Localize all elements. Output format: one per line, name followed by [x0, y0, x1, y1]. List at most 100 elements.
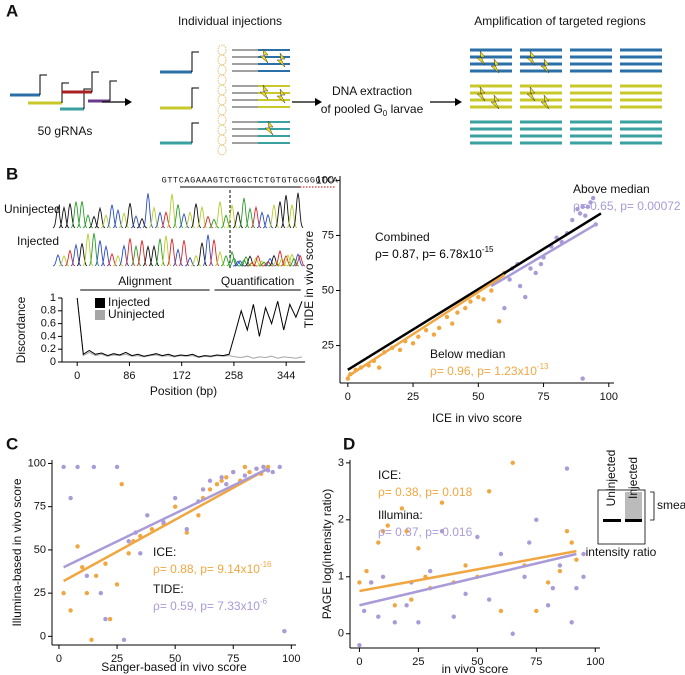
cut-bolt — [526, 50, 536, 66]
series-label: Illumina: — [378, 508, 423, 522]
lane-label: Uninjected — [604, 450, 618, 507]
y-tick-label: 50 — [34, 544, 46, 556]
point — [145, 513, 150, 518]
stat-text: ρ= 0.87, p= 6.78x10 — [375, 247, 482, 261]
x-tick-label: 258 — [225, 370, 243, 382]
larva — [217, 94, 227, 106]
point — [126, 539, 131, 544]
grna-scaffold — [191, 51, 199, 72]
x-tick-label: 25 — [111, 653, 123, 665]
larva — [217, 124, 227, 136]
point — [570, 217, 575, 223]
y-tick-label: 0.6 — [41, 318, 56, 330]
point — [84, 590, 90, 596]
stat-text: ρ= 0.59, p= 7.33x10 — [153, 599, 260, 613]
y-tick-label: 0 — [50, 356, 56, 368]
series-label: Above median — [573, 182, 650, 196]
lane-label: Injected — [626, 457, 640, 499]
y-axis-label: PAGE log(intensity ratio) — [320, 489, 334, 620]
point — [61, 590, 66, 596]
point — [380, 529, 386, 534]
y-tick-label: 75 — [34, 501, 46, 513]
point — [496, 319, 502, 324]
point — [93, 573, 99, 579]
cut-bolt — [259, 48, 269, 64]
point — [61, 464, 66, 470]
point — [486, 597, 492, 602]
point — [489, 288, 494, 293]
chromatogram-peak — [136, 217, 148, 229]
point — [103, 561, 108, 566]
x-tick-label: 0 — [74, 370, 80, 382]
extraction-sub: 0 — [383, 109, 388, 118]
chromatogram-peak — [148, 244, 160, 267]
point — [207, 478, 213, 483]
larva — [217, 54, 227, 66]
point — [184, 526, 189, 532]
x-tick-label: 100 — [586, 656, 604, 668]
y-axis-label: TIDE in vivo score — [302, 230, 316, 328]
fit-line — [359, 549, 577, 593]
sequence: GTTCAGAAAGTCTGGCTCTGTGTGCGGGTCA — [162, 175, 339, 185]
point — [583, 213, 588, 218]
chromatogram-peak — [292, 253, 304, 267]
chromatogram-peak — [82, 233, 94, 267]
cut-bolt — [526, 86, 536, 102]
chromatogram-peak — [208, 218, 220, 229]
x-tick-label: 0 — [356, 656, 362, 668]
point — [404, 529, 409, 534]
gel-inset: Uninjected Injected smear intensity rati… — [586, 450, 685, 560]
chromatogram-peak — [274, 201, 286, 229]
y-axis-label: Illumina-based in vivo score — [10, 478, 24, 626]
point — [574, 557, 579, 562]
point — [89, 637, 94, 643]
fit-line — [347, 274, 506, 378]
point — [161, 520, 166, 525]
point — [534, 517, 539, 523]
point — [242, 464, 248, 470]
stat-text: ρ= 0.65, p= 0.00072 — [573, 199, 681, 213]
point — [450, 321, 455, 326]
point — [392, 603, 398, 608]
point — [114, 582, 120, 587]
point — [399, 506, 405, 511]
point — [557, 563, 563, 568]
region-label: Alignment — [118, 274, 172, 288]
point — [475, 534, 480, 540]
arrow-head — [315, 98, 322, 106]
grna-scaffold — [191, 122, 199, 143]
legend-label: Injected — [108, 295, 150, 309]
point — [451, 614, 456, 619]
point — [364, 568, 369, 574]
chromatogram-peak — [294, 254, 306, 267]
point — [585, 204, 591, 210]
point — [138, 551, 143, 556]
band — [625, 519, 642, 522]
point — [527, 540, 532, 545]
point — [80, 564, 85, 570]
y-tick-label: 0.8 — [41, 305, 56, 317]
point — [577, 211, 583, 216]
point — [409, 597, 414, 602]
point — [224, 475, 229, 480]
point — [357, 580, 362, 585]
legend-swatch — [95, 298, 105, 308]
point — [545, 580, 551, 585]
chromatogram-peak — [52, 253, 64, 267]
stat-text: ρ= 0.96, p= 1.23x10 — [430, 364, 537, 378]
chromatogram-peak — [172, 248, 184, 267]
stat-text: ρ= 0.38, p= 0.018 — [378, 485, 473, 499]
stat-text: ρ= 0.37, p= 0.016 — [378, 525, 473, 539]
point — [184, 530, 189, 535]
larva — [217, 114, 227, 126]
chromatogram-peak — [286, 204, 298, 229]
x-tick-label: 50 — [169, 653, 181, 665]
point — [242, 473, 248, 478]
point — [91, 464, 97, 470]
smear-label: smear — [657, 498, 685, 512]
series-label: Combined — [375, 230, 430, 244]
fit-line — [359, 552, 577, 607]
stat-exponent: -6 — [260, 597, 268, 606]
y-tick-label: 25 — [322, 339, 334, 351]
stat-text: ρ= 0.37, p= 0.016 — [378, 525, 473, 539]
